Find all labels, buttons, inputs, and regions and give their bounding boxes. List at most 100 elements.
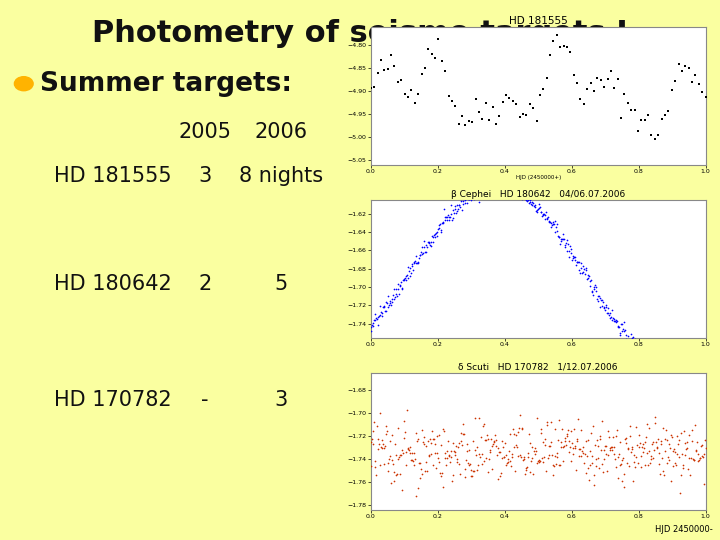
Point bbox=[382, 64, 393, 73]
Point bbox=[561, 432, 572, 441]
Point bbox=[379, 307, 391, 316]
Point bbox=[440, 212, 451, 221]
Title: HD 181555: HD 181555 bbox=[509, 16, 567, 26]
Point bbox=[418, 433, 430, 441]
Point bbox=[549, 217, 560, 225]
Point bbox=[442, 437, 454, 445]
Point bbox=[501, 458, 513, 467]
Point bbox=[598, 303, 609, 312]
Point bbox=[626, 334, 637, 342]
Point bbox=[523, 449, 534, 457]
Point bbox=[600, 300, 612, 309]
Point bbox=[548, 220, 559, 228]
Point bbox=[462, 194, 474, 203]
Point bbox=[477, 190, 489, 199]
Point bbox=[402, 92, 414, 101]
Point bbox=[423, 451, 435, 460]
Point bbox=[384, 452, 395, 461]
Point bbox=[446, 97, 458, 105]
Point bbox=[652, 356, 664, 364]
Point bbox=[570, 260, 582, 269]
Point bbox=[634, 438, 646, 447]
Point bbox=[413, 89, 424, 98]
Point bbox=[382, 467, 394, 475]
Point bbox=[433, 431, 444, 440]
Point bbox=[521, 466, 532, 475]
Point bbox=[642, 111, 654, 120]
Point bbox=[649, 418, 661, 427]
Point bbox=[496, 437, 508, 446]
Point bbox=[540, 207, 552, 216]
Point bbox=[592, 297, 603, 306]
Point bbox=[698, 449, 709, 458]
Point bbox=[557, 457, 569, 465]
Point bbox=[571, 258, 582, 267]
Point bbox=[474, 190, 486, 198]
Point bbox=[401, 271, 413, 279]
Point bbox=[676, 450, 688, 459]
Point bbox=[507, 97, 518, 105]
Point bbox=[514, 410, 526, 419]
Point bbox=[473, 108, 485, 117]
Point bbox=[512, 188, 523, 197]
Point bbox=[685, 360, 697, 368]
Point bbox=[654, 470, 666, 478]
Point bbox=[550, 460, 562, 469]
Point bbox=[443, 215, 454, 224]
Point bbox=[681, 437, 693, 446]
Point bbox=[625, 431, 636, 440]
Point bbox=[589, 281, 600, 289]
Point bbox=[604, 445, 616, 454]
Point bbox=[400, 276, 411, 285]
Point bbox=[559, 434, 570, 442]
Point bbox=[699, 346, 711, 355]
Point bbox=[646, 351, 657, 360]
Point bbox=[595, 446, 607, 454]
Point bbox=[385, 301, 397, 310]
Point bbox=[603, 310, 615, 319]
Point bbox=[683, 64, 695, 72]
Point bbox=[620, 434, 631, 442]
Point bbox=[431, 431, 442, 440]
Point bbox=[670, 361, 682, 369]
Point bbox=[514, 112, 526, 121]
Point bbox=[518, 189, 529, 198]
Point bbox=[453, 460, 464, 468]
Point bbox=[660, 111, 671, 119]
Point bbox=[415, 70, 427, 79]
Point bbox=[652, 442, 663, 451]
Point bbox=[579, 270, 590, 279]
Point bbox=[554, 461, 565, 470]
Point bbox=[639, 116, 650, 125]
Point bbox=[425, 242, 436, 251]
Point bbox=[480, 189, 491, 198]
Point bbox=[650, 362, 662, 371]
Point bbox=[544, 217, 555, 225]
Point bbox=[696, 451, 707, 460]
Point bbox=[675, 471, 687, 480]
Point bbox=[375, 308, 387, 316]
Point bbox=[526, 454, 538, 463]
Point bbox=[617, 454, 629, 463]
Point bbox=[672, 440, 684, 449]
Point bbox=[575, 445, 586, 454]
Point bbox=[468, 437, 480, 445]
Point bbox=[649, 353, 660, 362]
Point bbox=[524, 100, 536, 109]
Point bbox=[482, 468, 494, 476]
Point bbox=[402, 263, 414, 272]
Point bbox=[696, 343, 708, 352]
Point bbox=[672, 361, 683, 369]
Point bbox=[613, 449, 625, 458]
Point bbox=[418, 248, 429, 257]
Point bbox=[504, 456, 516, 465]
Point bbox=[419, 64, 431, 72]
Point bbox=[644, 351, 656, 360]
Point bbox=[446, 477, 458, 485]
Point bbox=[634, 431, 645, 440]
Point bbox=[550, 223, 562, 232]
Point bbox=[577, 442, 588, 451]
Point bbox=[669, 448, 680, 456]
Point bbox=[578, 459, 590, 468]
Point bbox=[369, 417, 380, 426]
